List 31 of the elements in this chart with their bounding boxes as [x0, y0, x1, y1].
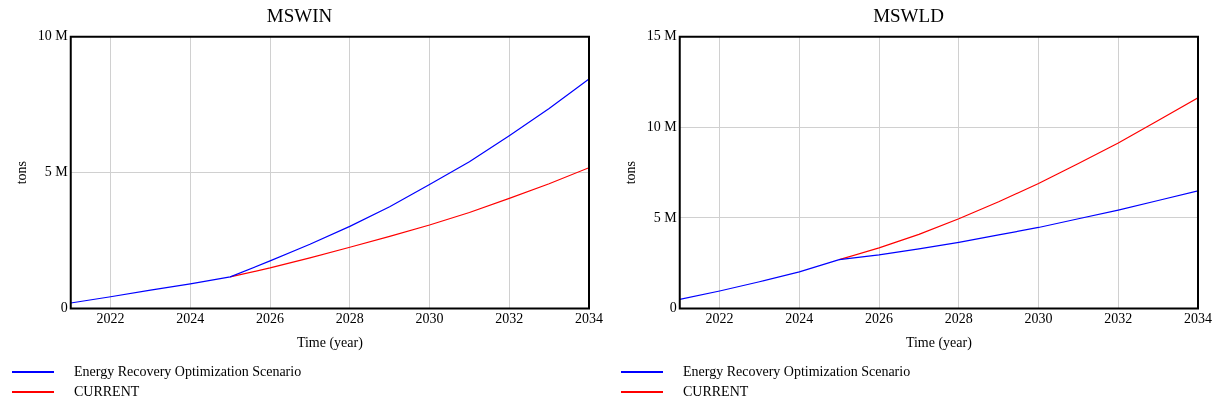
- x-tick-label: 2030: [415, 311, 444, 327]
- x-tick-label: 2034: [575, 311, 603, 327]
- legend-label: CURRENT: [683, 383, 749, 399]
- y-tick-label: 5 M: [653, 209, 678, 225]
- y-tick-label: 10 M: [37, 28, 69, 44]
- x-tick-label: 2026: [865, 311, 894, 327]
- x-tick-label: 2032: [495, 311, 524, 327]
- legend-label: Energy Recovery Optimization Scenario: [74, 363, 302, 379]
- y-tick-label: 0: [669, 300, 677, 316]
- y-tick-label: 5 M: [44, 164, 69, 180]
- legend-label: Energy Recovery Optimization Scenario: [683, 363, 911, 379]
- x-axis-title: Time (year): [905, 335, 973, 352]
- x-tick-label: 2034: [1184, 311, 1212, 327]
- x-tick-label: 2024: [785, 311, 814, 327]
- x-tick-label: 2032: [1104, 311, 1133, 327]
- y-axis-title: tons: [623, 160, 639, 185]
- x-tick-label: 2022: [705, 311, 734, 327]
- y-tick-label: 0: [60, 300, 68, 316]
- x-tick-label: 2030: [1024, 311, 1053, 327]
- x-tick-label: 2022: [96, 311, 125, 327]
- chart-title: MSWIN: [266, 5, 333, 27]
- chart-title: MSWLD: [873, 5, 944, 27]
- x-tick-label: 2026: [256, 311, 285, 327]
- y-axis-title: tons: [14, 160, 30, 185]
- y-tick-label: 15 M: [646, 28, 678, 44]
- x-tick-label: 2024: [176, 311, 205, 327]
- x-tick-label: 2028: [335, 311, 364, 327]
- legend-label: CURRENT: [74, 383, 140, 399]
- x-axis-title: Time (year): [296, 335, 364, 352]
- x-tick-label: 2028: [944, 311, 973, 327]
- y-tick-label: 10 M: [646, 119, 678, 135]
